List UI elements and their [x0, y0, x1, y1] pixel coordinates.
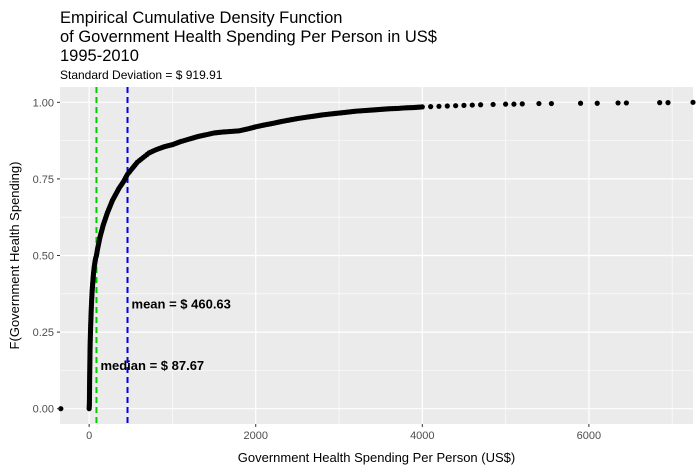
x-tick-label: 6000 [577, 430, 601, 442]
data-point [511, 101, 517, 107]
data-point [436, 103, 442, 109]
data-point [461, 102, 467, 108]
x-tick-label: 0 [86, 430, 92, 442]
data-point [665, 100, 671, 106]
x-tick-label: 2000 [243, 430, 267, 442]
data-point [58, 406, 64, 412]
reference-line-label: mean = $ 460.63 [132, 297, 231, 312]
y-tick-label: 0.00 [33, 404, 54, 416]
data-point [503, 101, 509, 107]
data-point [577, 100, 584, 106]
y-tick-label: 1.00 [33, 97, 54, 109]
x-axis-title: Government Health Spending Per Person (U… [238, 450, 515, 465]
y-tick-label: 0.25 [33, 327, 54, 339]
y-axis-title: F(Government Health Spending) [7, 162, 22, 350]
data-point [615, 100, 621, 106]
y-tick-label: 0.75 [33, 174, 54, 186]
reference-line-label: median = $ 87.67 [100, 358, 204, 373]
x-tick-label: 4000 [410, 430, 434, 442]
data-point [536, 100, 542, 107]
data-point [519, 101, 525, 107]
ecdf-points: median = $ 87.67 mean = $ 460.63 [58, 99, 696, 412]
data-point [690, 99, 696, 105]
data-point [490, 101, 496, 108]
y-tick-label: 0.50 [33, 251, 54, 263]
reference-lines [95, 87, 129, 424]
data-point [419, 104, 425, 110]
data-point [548, 100, 555, 107]
data-point [657, 100, 663, 106]
data-point [428, 104, 434, 110]
grid-lines [60, 87, 693, 424]
x-axis-ticks: 0 2000 4000 6000 [86, 424, 601, 442]
chart-title-line-1: Empirical Cumulative Density Function [60, 9, 342, 27]
data-point [478, 102, 484, 108]
chart-title-line-3: 1995-2010 [60, 47, 139, 65]
data-point [453, 103, 459, 109]
chart-title-line-2: of Government Health Spending Per Person… [60, 28, 437, 46]
data-point [469, 102, 475, 108]
chart-subtitle: Standard Deviation = $ 919.91 [60, 68, 223, 82]
data-point [594, 100, 600, 106]
data-point [444, 103, 450, 109]
data-point [623, 100, 629, 106]
y-axis-ticks: 0.00 0.25 0.50 0.75 1.00 [33, 97, 60, 416]
